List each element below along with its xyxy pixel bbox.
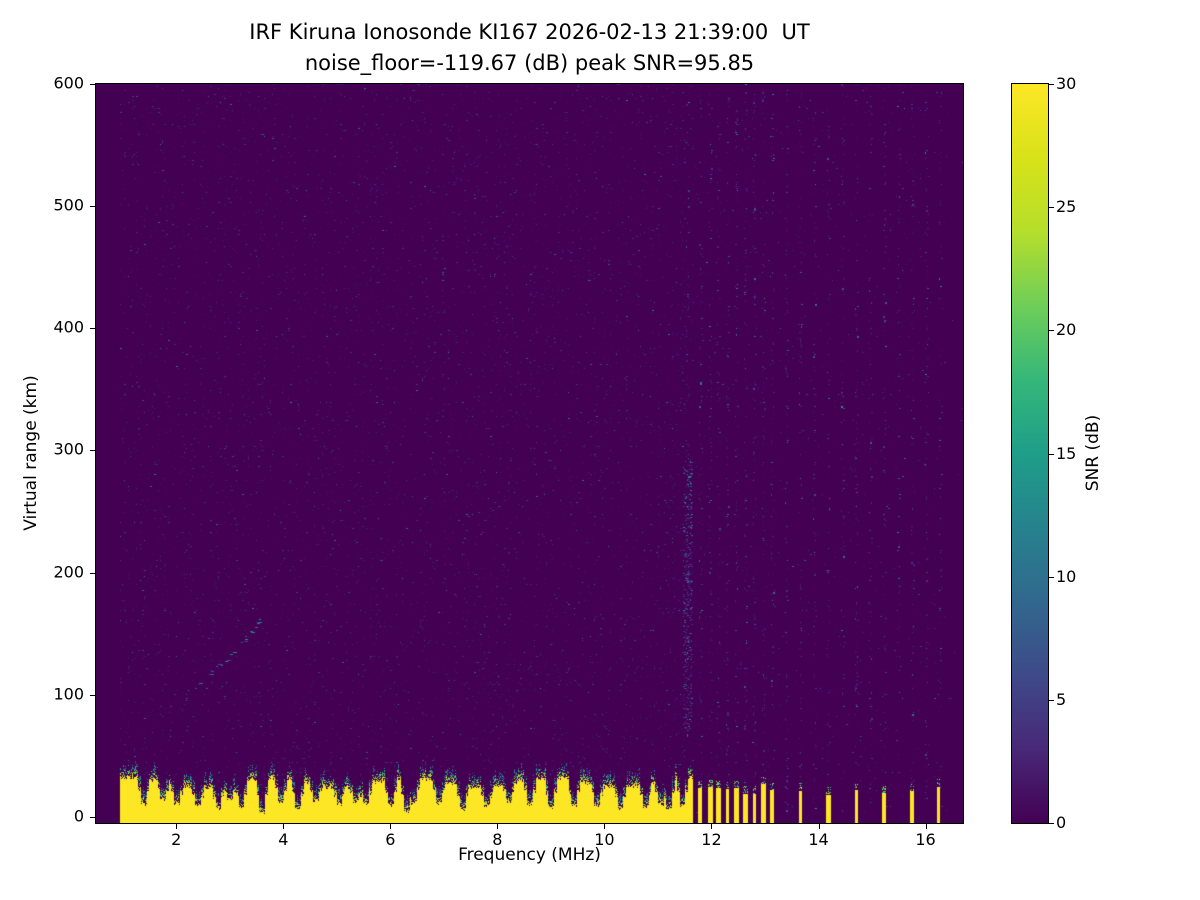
x-tick-label: 14 (808, 830, 829, 849)
colorbar-tick-mark (1049, 207, 1054, 209)
chart-title: IRF Kiruna Ionosonde KI167 2026-02-13 21… (249, 20, 810, 44)
x-axis-label: Frequency (MHz) (458, 845, 601, 865)
colorbar-label: SNR (dB) (1083, 414, 1103, 492)
x-tick-mark (818, 824, 820, 829)
colorbar-gradient (1012, 84, 1048, 823)
x-tick-label: 4 (278, 830, 289, 849)
y-tick-mark (90, 206, 95, 208)
x-tick-mark (604, 824, 606, 829)
x-tick-mark (497, 824, 499, 829)
y-tick-label: 500 (53, 195, 84, 215)
colorbar-tick-label: 10 (1056, 566, 1077, 586)
y-tick-mark (90, 694, 95, 696)
colorbar-tick-label: 30 (1056, 74, 1077, 94)
x-tick-label: 10 (594, 830, 615, 849)
y-tick-label: 300 (53, 439, 84, 459)
y-tick-label: 600 (53, 73, 84, 93)
x-tick-label: 12 (701, 830, 722, 849)
colorbar-tick-label: 0 (1056, 813, 1067, 833)
plot-area (95, 83, 964, 824)
x-tick-label: 16 (915, 830, 936, 849)
x-tick-label: 6 (385, 830, 396, 849)
colorbar-tick-mark (1049, 699, 1054, 701)
colorbar-tick-mark (1049, 823, 1054, 824)
y-tick-mark (90, 572, 95, 574)
y-tick-mark (90, 816, 95, 818)
ionogram-heatmap-canvas (96, 84, 963, 823)
colorbar-tick-label: 5 (1056, 690, 1067, 710)
y-tick-label: 200 (53, 561, 84, 581)
colorbar-tick-mark (1049, 84, 1054, 85)
x-tick-mark (711, 824, 713, 829)
colorbar-tick-label: 20 (1056, 320, 1077, 340)
colorbar-tick-mark (1049, 453, 1054, 455)
colorbar-tick-mark (1049, 330, 1054, 332)
x-tick-mark (283, 824, 285, 829)
y-tick-mark (90, 450, 95, 452)
x-tick-label: 2 (171, 830, 182, 849)
colorbar-tick-mark (1049, 576, 1054, 578)
y-tick-label: 100 (53, 684, 84, 704)
x-tick-mark (176, 824, 178, 829)
y-tick-mark (90, 328, 95, 330)
chart-subtitle: noise_floor=-119.67 (dB) peak SNR=95.85 (304, 51, 755, 75)
colorbar-tick-label: 15 (1056, 443, 1077, 463)
colorbar (1011, 83, 1049, 824)
y-tick-label: 400 (53, 317, 84, 337)
colorbar-tick-label: 25 (1056, 197, 1077, 217)
x-tick-mark (925, 824, 927, 829)
x-tick-mark (390, 824, 392, 829)
y-tick-label: 0 (73, 806, 84, 826)
y-tick-mark (90, 84, 95, 85)
x-tick-label: 8 (492, 830, 503, 849)
